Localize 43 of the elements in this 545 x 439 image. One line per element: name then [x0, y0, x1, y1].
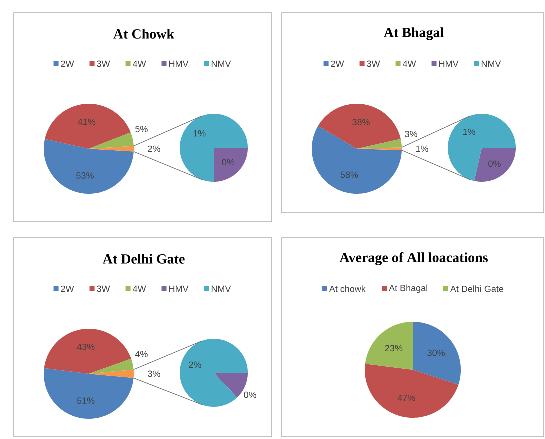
data-label: 5%: [136, 126, 148, 132]
legend-label: At chowk: [329, 286, 366, 292]
data-label: 53%: [76, 172, 94, 179]
legend-label: 4W: [132, 286, 146, 292]
data-label: 0%: [244, 392, 256, 398]
legend-label: HMV: [440, 60, 459, 68]
legend-label: 4W: [402, 60, 416, 68]
data-label: 47%: [398, 394, 416, 402]
legend-label: 3W: [97, 286, 110, 292]
data-label: 58%: [340, 172, 358, 178]
data-label: 0%: [222, 159, 235, 166]
data-label: 3%: [405, 131, 418, 138]
data-label: 38%: [352, 119, 370, 126]
chart-title: At Bhagal: [384, 28, 444, 40]
data-label: 1%: [194, 130, 206, 137]
data-label: 1%: [463, 128, 476, 136]
data-label: 30%: [428, 350, 445, 356]
chart-title: At Delhi Gate: [102, 254, 185, 264]
legend-label: 3W: [97, 60, 110, 68]
legend-label: NMV: [212, 60, 232, 68]
legend-label: HMV: [170, 286, 189, 292]
chart-title: At Chowk: [114, 29, 175, 39]
data-label: 4%: [135, 351, 148, 358]
chart-title: Average of All loacations: [340, 252, 488, 266]
data-label: 3%: [148, 370, 160, 378]
legend-label: 2W: [61, 60, 74, 68]
data-label: 1%: [416, 146, 428, 152]
legend-label: At Bhagal: [389, 284, 428, 294]
data-label: 41%: [78, 118, 96, 126]
data-label: 2%: [189, 362, 202, 368]
legend-label: 3W: [367, 60, 380, 68]
data-label: 0%: [488, 160, 501, 168]
legend-label: NMV: [482, 60, 502, 68]
legend-label: 2W: [331, 60, 344, 68]
data-label: 2%: [148, 146, 160, 152]
data-label: 43%: [77, 344, 95, 350]
legend-label: HMV: [170, 60, 189, 68]
legend-label: 4W: [132, 60, 146, 68]
legend-label: NMV: [212, 286, 232, 292]
data-label: 23%: [385, 345, 403, 352]
data-label: 51%: [77, 398, 95, 404]
legend-label: 2W: [61, 286, 74, 292]
legend-label: At Delhi Gate: [450, 286, 504, 292]
